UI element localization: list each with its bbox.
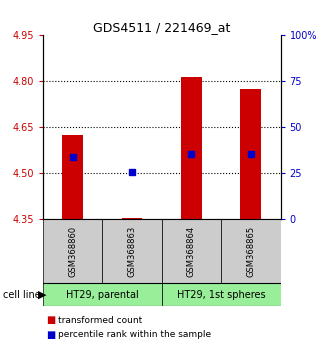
Text: transformed count: transformed count [58, 316, 142, 325]
Text: percentile rank within the sample: percentile rank within the sample [58, 330, 211, 339]
Bar [121, 218, 142, 219]
Text: ■: ■ [46, 315, 55, 325]
Text: HT29, parental: HT29, parental [66, 290, 139, 300]
Text: GSM368865: GSM368865 [246, 226, 255, 277]
Text: GSM368864: GSM368864 [187, 226, 196, 277]
Title: GDS4511 / 221469_at: GDS4511 / 221469_at [93, 21, 230, 34]
Bar [102, 219, 162, 283]
Bar [43, 219, 102, 283]
Text: ▶: ▶ [38, 290, 47, 299]
Bar [162, 283, 280, 306]
Text: HT29, 1st spheres: HT29, 1st spheres [177, 290, 265, 300]
Bar [62, 135, 83, 219]
Bar [43, 283, 162, 306]
Text: ■: ■ [46, 330, 55, 339]
Bar [240, 89, 261, 219]
Bar [221, 219, 280, 283]
Text: cell line: cell line [3, 290, 41, 299]
Text: GSM368863: GSM368863 [127, 226, 137, 277]
Text: GSM368860: GSM368860 [68, 226, 77, 277]
Bar [181, 77, 202, 219]
Bar [162, 219, 221, 283]
